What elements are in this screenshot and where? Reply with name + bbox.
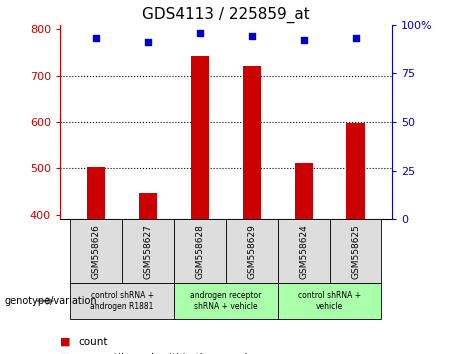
Bar <box>347 123 365 219</box>
Bar <box>70 283 174 319</box>
Text: control shRNA +
vehicle: control shRNA + vehicle <box>298 291 361 310</box>
Bar <box>174 219 226 283</box>
Bar <box>278 219 330 283</box>
Text: GSM558629: GSM558629 <box>247 224 256 279</box>
Bar <box>330 219 381 283</box>
Text: GSM558624: GSM558624 <box>299 224 308 279</box>
Text: percentile rank within the sample: percentile rank within the sample <box>78 353 254 354</box>
Point <box>196 30 204 35</box>
Point <box>300 38 307 43</box>
Text: GSM558626: GSM558626 <box>92 224 101 279</box>
Point <box>93 35 100 41</box>
Bar <box>87 167 105 219</box>
Title: GDS4113 / 225859_at: GDS4113 / 225859_at <box>142 7 310 23</box>
Point <box>248 34 255 39</box>
Bar <box>139 193 157 219</box>
Bar <box>174 283 278 319</box>
Text: GSM558628: GSM558628 <box>195 224 205 279</box>
Bar <box>122 219 174 283</box>
Point <box>144 39 152 45</box>
Point <box>352 35 359 41</box>
Text: ■: ■ <box>60 337 71 347</box>
Bar <box>226 219 278 283</box>
Bar <box>295 163 313 219</box>
Bar <box>278 283 382 319</box>
Bar <box>243 65 261 219</box>
Text: GSM558625: GSM558625 <box>351 224 360 279</box>
Bar <box>191 56 209 219</box>
Text: ■: ■ <box>60 353 71 354</box>
Text: control shRNA +
androgen R1881: control shRNA + androgen R1881 <box>90 291 154 310</box>
Text: androgen receptor
shRNA + vehicle: androgen receptor shRNA + vehicle <box>190 291 261 310</box>
Text: count: count <box>78 337 108 347</box>
Text: genotype/variation: genotype/variation <box>5 296 97 306</box>
Text: GSM558627: GSM558627 <box>143 224 153 279</box>
Bar <box>70 219 122 283</box>
